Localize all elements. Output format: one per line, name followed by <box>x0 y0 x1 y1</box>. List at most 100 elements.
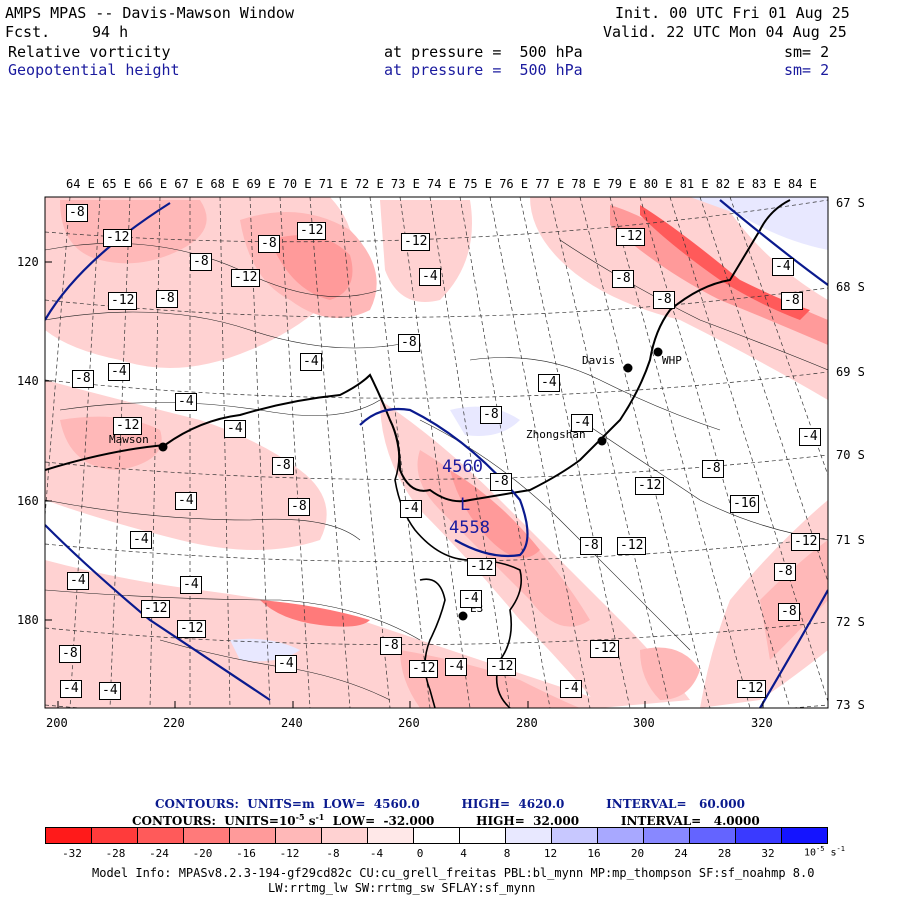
colorbar-label: 28 <box>717 847 732 860</box>
latitude-label: 69 S <box>836 365 865 379</box>
vorticity-label: -12 <box>737 680 767 698</box>
valid-time: Valid. 22 UTC Mon 04 Aug 25 <box>603 23 847 41</box>
latitude-label: 71 S <box>836 533 865 547</box>
colorbar-label: -32 <box>62 847 82 860</box>
vorticity-label: -12 <box>231 269 261 287</box>
vorticity-label: -12 <box>616 228 646 246</box>
longitude-label: 70 E <box>282 177 312 191</box>
longitude-label: 68 E <box>210 177 240 191</box>
coastline <box>45 199 791 503</box>
longitude-label: 83 E <box>751 177 781 191</box>
colorbar-cell <box>183 828 229 843</box>
longitude-label: 78 E <box>571 177 601 191</box>
init-time: Init. 00 UTC Fri 01 Aug 25 <box>615 4 850 22</box>
vorticity-label: -4 <box>130 531 152 549</box>
colorbar-label: -28 <box>105 847 126 860</box>
y-axis-label: 160 <box>17 494 39 508</box>
vorticity-label: -8 <box>778 603 800 621</box>
x-axis-label: 200 <box>46 716 68 730</box>
y-axis-label: 120 <box>17 255 39 269</box>
vorticity-label: -8 <box>398 334 420 352</box>
geopotential-height-contours <box>45 199 828 708</box>
vorticity-label: -8 <box>480 406 502 424</box>
low-center-marker: L <box>460 495 471 515</box>
vorticity-label: -4 <box>560 680 582 698</box>
x-axis-label: 280 <box>516 716 538 730</box>
vorticity-label: -8 <box>72 370 94 388</box>
vorticity-label: -4 <box>275 655 297 673</box>
vorticity-label: -4 <box>99 682 121 700</box>
vorticity-label: -8 <box>190 253 212 271</box>
station-label-mawson: Mawson <box>109 433 149 446</box>
vorticity-label: -8 <box>612 270 634 288</box>
vorticity-label: -8 <box>66 204 88 222</box>
vorticity-label: -12 <box>467 558 497 576</box>
x-axis-label: 300 <box>633 716 655 730</box>
vorticity-label: -8 <box>380 637 402 655</box>
vorticity-label: -8 <box>288 498 310 516</box>
colorbar-cell <box>46 828 91 843</box>
longitude-label: 81 E <box>679 177 709 191</box>
vorticity-label: -8 <box>781 292 803 310</box>
station-label-whp: WHP <box>662 354 682 367</box>
model-title: AMPS MPAS -- Davis-Mawson Window <box>5 4 294 22</box>
vorticity-label: -4 <box>419 268 441 286</box>
longitude-label: 80 E <box>643 177 673 191</box>
vorticity-label: -8 <box>653 291 675 309</box>
latitude-label: 68 S <box>836 280 865 294</box>
y-axis-label: 180 <box>17 613 39 627</box>
colorbar-cell <box>413 828 459 843</box>
longitude-label: 71 E <box>318 177 348 191</box>
vorticity-label: -8 <box>580 537 602 555</box>
longitude-label: 77 E <box>535 177 565 191</box>
colorbar-label: 4 <box>460 847 467 860</box>
x-axis-label: 220 <box>163 716 185 730</box>
station-label-zhongshan: Zhongshan <box>526 428 586 441</box>
colorbar-label: -16 <box>236 847 256 860</box>
x-axis-label: 260 <box>398 716 420 730</box>
y-axis-label: 140 <box>17 374 39 388</box>
vorticity-label: -12 <box>108 292 138 310</box>
field2-name: Geopotential height <box>8 61 180 79</box>
latitude-label: 72 S <box>836 615 865 629</box>
vorticity-label: -8 <box>490 473 512 491</box>
vorticity-label: -8 <box>774 563 796 581</box>
longitude-label: 72 E <box>354 177 384 191</box>
longitude-label: 82 E <box>715 177 745 191</box>
vorticity-label: -4 <box>67 572 89 590</box>
vorticity-label: -12 <box>590 640 620 658</box>
colorbar-cell <box>735 828 781 843</box>
longitude-label: 75 E <box>463 177 492 191</box>
colorbar-cell <box>551 828 597 843</box>
lat-lon-grid <box>45 197 828 708</box>
height-contour-label: 4560 <box>442 457 483 477</box>
colorbar-label: -20 <box>192 847 213 860</box>
vorticity-label: -4 <box>180 576 202 594</box>
latitude-label: 73 S <box>836 698 865 712</box>
vorticity-label: -12 <box>487 658 517 676</box>
height-contour-info: CONTOURS: UNITS=m LOW= 4560.0 HIGH= 4620… <box>155 797 745 811</box>
colorbar-cell <box>137 828 183 843</box>
vorticity-label: -4 <box>799 428 821 446</box>
latitude-label: 70 S <box>836 448 865 462</box>
colorbar-cell <box>275 828 321 843</box>
longitude-label: 65 E <box>102 177 131 191</box>
model-info-line1: Model Info: MPASv8.2.3-194-gf29cd82c CU:… <box>92 866 815 880</box>
colorbar-label: 0 <box>416 847 424 860</box>
colorbar-cell <box>689 828 735 843</box>
vorticity-label: -8 <box>59 645 81 663</box>
colorbar-cell <box>643 828 689 843</box>
colorbar-cell <box>229 828 275 843</box>
longitude-label: 76 E <box>499 177 529 191</box>
vorticity-label: -4 <box>224 420 246 438</box>
longitude-label: 64 E <box>66 177 95 191</box>
station-label-davis: Davis <box>582 354 616 367</box>
colorbar-cell <box>321 828 367 843</box>
colorbar-cell <box>459 828 505 843</box>
vorticity-label: -8 <box>272 457 294 475</box>
colorbar-cell <box>367 828 413 843</box>
field1-name: Relative vorticity <box>8 43 171 61</box>
vorticity-label: -8 <box>156 290 178 308</box>
colorbar-label: 16 <box>587 847 601 860</box>
